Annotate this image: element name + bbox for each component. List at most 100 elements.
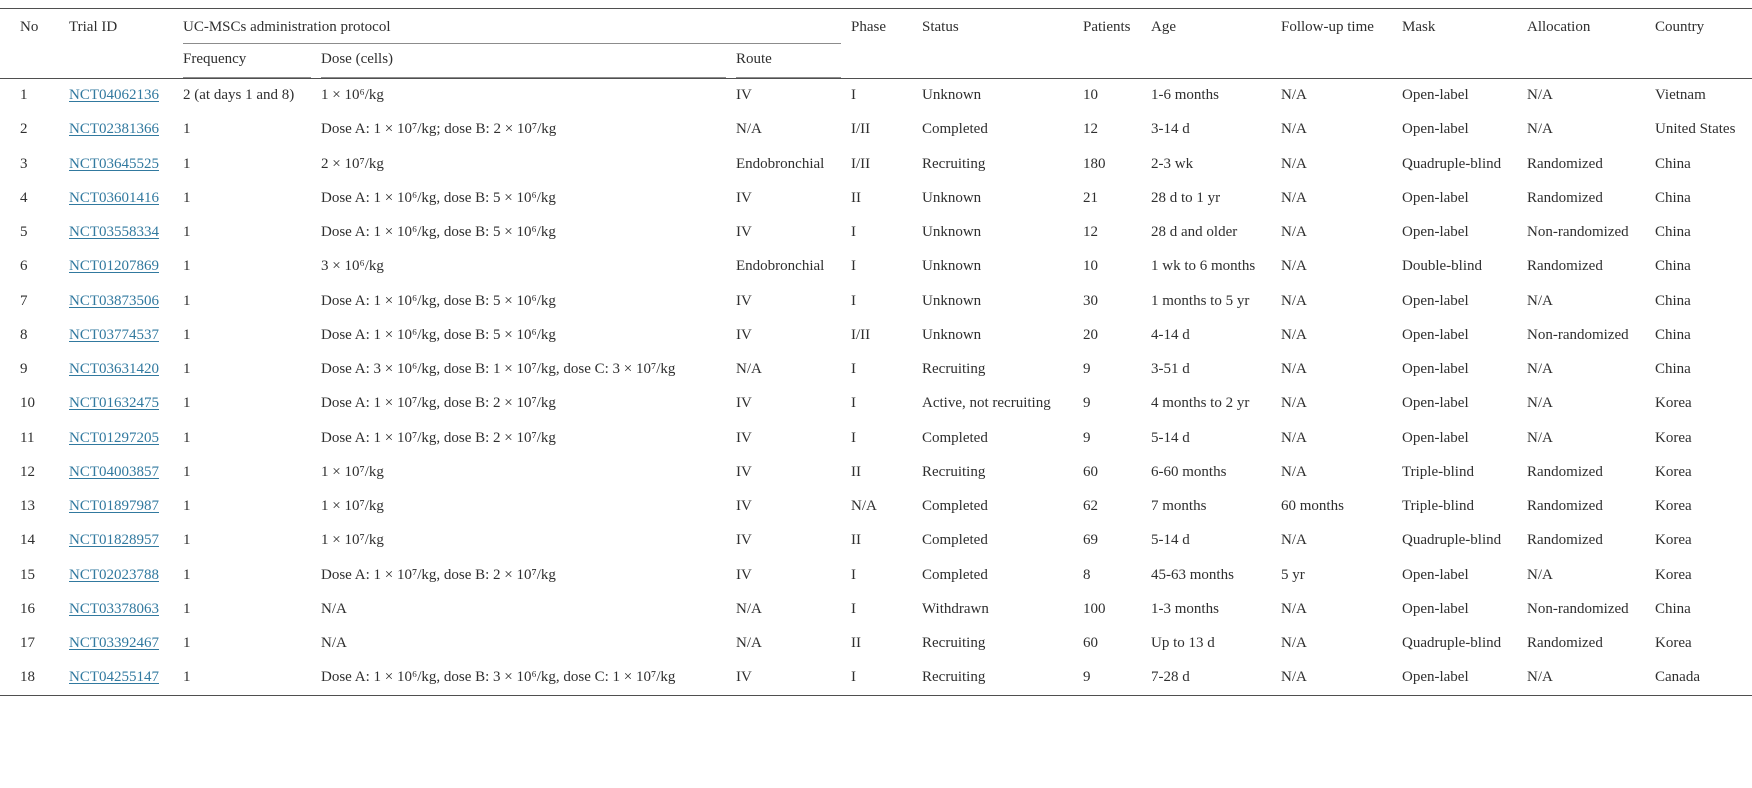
cell-age: 4 months to 2 yr <box>1151 395 1250 412</box>
trial-id-link[interactable]: NCT01897987 <box>69 498 159 514</box>
cell-follow-up: N/A <box>1281 463 1307 480</box>
trial-id-link[interactable]: NCT04255147 <box>69 669 159 686</box>
cell-frequency: 1 <box>183 429 191 446</box>
cell-no: 14 <box>20 532 35 549</box>
cell-frequency: 1 <box>183 600 191 617</box>
cell-no: 11 <box>20 429 35 446</box>
trial-id-link[interactable]: NCT02023788 <box>69 566 159 583</box>
cell-route: IV <box>736 532 752 549</box>
cell-follow-up: N/A <box>1281 87 1307 103</box>
cell-no: 4 <box>20 189 28 206</box>
cell-country: China <box>1655 224 1691 240</box>
cell-phase: I <box>851 224 856 240</box>
cell-country: Korea <box>1655 429 1692 446</box>
cell-no: 12 <box>20 463 35 480</box>
trial-id-link[interactable]: NCT03558334 <box>69 224 159 240</box>
cell-mask: Open-label <box>1402 121 1469 138</box>
cell-patients: 180 <box>1083 155 1106 172</box>
cell-frequency: 1 <box>183 498 191 514</box>
trial-id-link[interactable]: NCT03392467 <box>69 635 159 651</box>
cell-age: 1 wk to 6 months <box>1151 258 1256 275</box>
cell-status: Completed <box>922 498 988 514</box>
cell-status: Active, not recruiting <box>922 395 1051 412</box>
cell-allocation: N/A <box>1527 292 1553 309</box>
trial-id-link[interactable]: NCT04003857 <box>69 463 159 480</box>
cell-allocation: N/A <box>1527 121 1553 138</box>
cell-no: 18 <box>20 669 35 686</box>
cell-phase: II <box>851 189 861 206</box>
table-row: 17 NCT03392467 1 N/A N/A II Recruiting 6… <box>0 627 1752 661</box>
cell-dose: Dose A: 1 × 10⁶/kg, dose B: 3 × 10⁶/kg, … <box>321 669 676 686</box>
cell-follow-up: N/A <box>1281 258 1307 275</box>
cell-patients: 9 <box>1083 395 1091 412</box>
cell-frequency: 1 <box>183 395 191 412</box>
cell-route: N/A <box>736 361 762 377</box>
cell-age: Up to 13 d <box>1151 635 1215 651</box>
cell-route: IV <box>736 224 752 240</box>
cell-patients: 12 <box>1083 224 1098 240</box>
cell-status: Completed <box>922 566 988 583</box>
trial-id-link[interactable]: NCT03873506 <box>69 292 159 309</box>
trial-id-link[interactable]: NCT01297205 <box>69 429 159 446</box>
trial-id-link[interactable]: NCT03601416 <box>69 189 159 206</box>
cell-trial-id: NCT04003857 <box>69 455 183 489</box>
cell-phase: I <box>851 566 856 583</box>
cell-phase: II <box>851 463 861 480</box>
table-row: 3 NCT03645525 1 2 × 10⁷/kg Endobronchial… <box>0 147 1752 181</box>
cell-trial-id: NCT01828957 <box>69 524 183 558</box>
cell-allocation: Non-randomized <box>1527 224 1629 240</box>
cell-age: 5-14 d <box>1151 532 1190 549</box>
col-header-phase: Phase <box>851 19 886 35</box>
cell-route: IV <box>736 669 752 686</box>
cell-age: 1-3 months <box>1151 600 1219 617</box>
trial-id-link[interactable]: NCT04062136 <box>69 87 159 103</box>
cell-follow-up: N/A <box>1281 224 1307 240</box>
table-row: 10 NCT01632475 1 Dose A: 1 × 10⁷/kg, dos… <box>0 387 1752 421</box>
cell-route: N/A <box>736 600 762 617</box>
cell-phase: I/II <box>851 155 871 172</box>
trial-id-link[interactable]: NCT01207869 <box>69 258 159 275</box>
cell-age: 1-6 months <box>1151 87 1219 103</box>
cell-dose: Dose A: 1 × 10⁷/kg, dose B: 2 × 10⁷/kg <box>321 566 556 583</box>
table-row: 15 NCT02023788 1 Dose A: 1 × 10⁷/kg, dos… <box>0 558 1752 592</box>
cell-age: 28 d and older <box>1151 224 1238 240</box>
cell-mask: Open-label <box>1402 361 1469 377</box>
header-row-sub: Frequency Dose (cells) Route <box>0 44 1752 78</box>
trial-id-link[interactable]: NCT03645525 <box>69 155 159 172</box>
cell-route: IV <box>736 87 752 103</box>
trial-id-link[interactable]: NCT03774537 <box>69 326 159 343</box>
cell-mask: Triple-blind <box>1402 498 1474 514</box>
cell-dose: 2 × 10⁷/kg <box>321 155 384 172</box>
cell-dose: Dose A: 3 × 10⁶/kg, dose B: 1 × 10⁷/kg, … <box>321 361 676 377</box>
cell-mask: Quadruple-blind <box>1402 532 1502 549</box>
cell-status: Unknown <box>922 258 982 275</box>
cell-frequency: 1 <box>183 566 191 583</box>
cell-dose: Dose A: 1 × 10⁷/kg, dose B: 2 × 10⁷/kg <box>321 429 556 446</box>
trial-id-link[interactable]: NCT03631420 <box>69 361 159 377</box>
trial-id-link[interactable]: NCT02381366 <box>69 121 159 138</box>
cell-trial-id: NCT03873506 <box>69 284 183 318</box>
trial-id-link[interactable]: NCT03378063 <box>69 600 159 617</box>
cell-phase: I/II <box>851 121 871 138</box>
table-row: 5 NCT03558334 1 Dose A: 1 × 10⁶/kg, dose… <box>0 216 1752 250</box>
cell-phase: II <box>851 635 861 651</box>
cell-age: 4-14 d <box>1151 326 1190 343</box>
col-header-patients: Patients <box>1083 19 1131 35</box>
cell-mask: Open-label <box>1402 669 1469 686</box>
cell-dose: 3 × 10⁶/kg <box>321 258 384 275</box>
cell-status: Unknown <box>922 326 982 343</box>
cell-frequency: 1 <box>183 635 191 651</box>
table-row: 13 NCT01897987 1 1 × 10⁷/kg IV N/A Compl… <box>0 490 1752 524</box>
cell-route: N/A <box>736 121 762 138</box>
trial-id-link[interactable]: NCT01828957 <box>69 532 159 549</box>
cell-patients: 60 <box>1083 463 1098 480</box>
cell-trial-id: NCT02023788 <box>69 558 183 592</box>
cell-follow-up: N/A <box>1281 532 1307 549</box>
trial-id-link[interactable]: NCT01632475 <box>69 395 159 412</box>
cell-trial-id: NCT04062136 <box>69 78 183 113</box>
cell-follow-up: N/A <box>1281 669 1307 686</box>
cell-follow-up: N/A <box>1281 155 1307 172</box>
cell-frequency: 1 <box>183 258 191 275</box>
cell-status: Recruiting <box>922 155 986 172</box>
cell-patients: 9 <box>1083 429 1091 446</box>
